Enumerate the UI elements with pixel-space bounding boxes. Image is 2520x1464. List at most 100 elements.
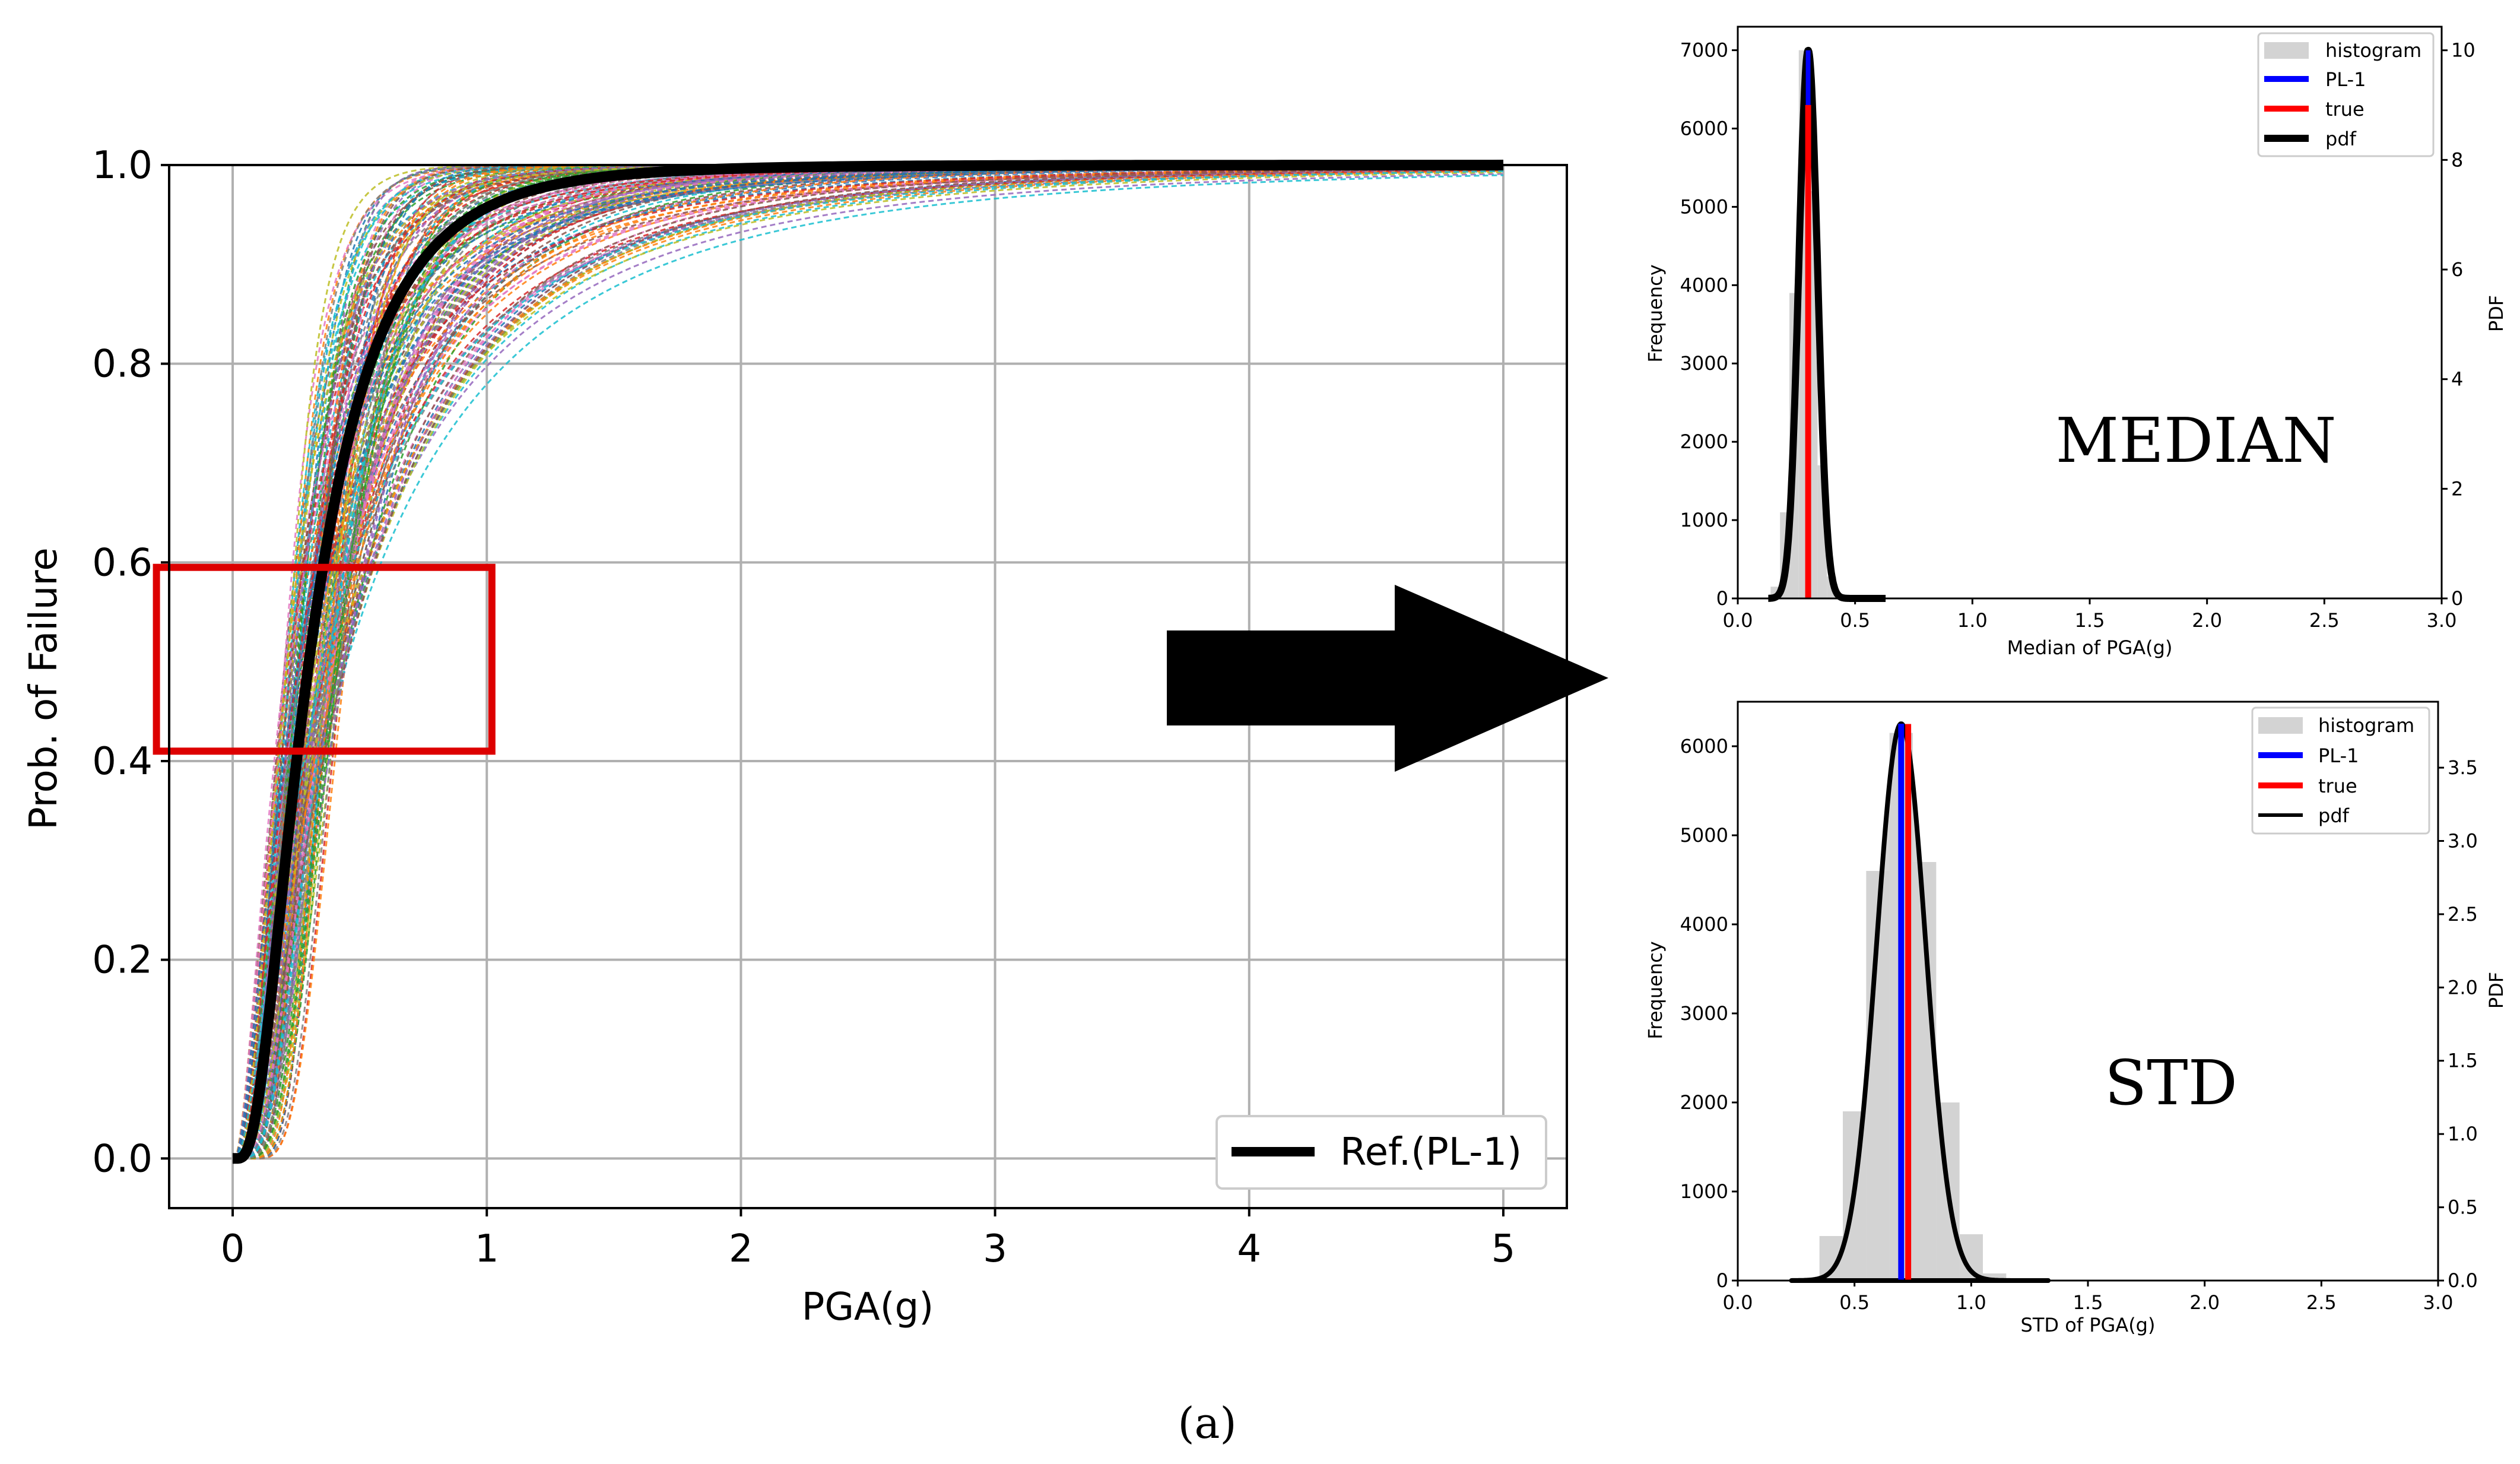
- median-y2-tick-label: 2: [2451, 477, 2463, 500]
- fragility-ensemble-curve: [233, 164, 1503, 1159]
- fragility-grid: [169, 164, 1567, 1208]
- median-legend: histogram PL-1 true pdf: [2257, 32, 2435, 157]
- std-x-tick-label: 1.0: [1956, 1291, 1986, 1314]
- legend-label-ref: Ref.(PL-1): [1340, 1130, 1522, 1174]
- median-x-tick-label: 0.0: [1723, 609, 1753, 632]
- std-y-tick-label: 3000: [1680, 1002, 1728, 1025]
- std-x-tick-label: 3.0: [2423, 1291, 2454, 1314]
- fragility-ensemble-curve: [233, 164, 1504, 1159]
- std-y-tick-label: 1000: [1680, 1180, 1728, 1203]
- std-y-tick-label: 5000: [1680, 824, 1728, 847]
- arrow-right: [1167, 585, 1608, 772]
- fragility-x-tick-label: 2: [729, 1227, 753, 1271]
- std-y2-tick-label: 3.5: [2448, 756, 2478, 779]
- fragility-y-tick-label: 0.2: [92, 939, 153, 983]
- fragility-y-tick-label: 0.6: [92, 541, 153, 585]
- std-x-tick-label: 0.0: [1723, 1291, 1753, 1314]
- std-chart: 0.0 0.5 1.0 1.5 2.0 2.5 3.0 0 1000 2000 3000 4000 5…: [1644, 701, 2508, 1336]
- std-y2-tick-label: 2.0: [2448, 976, 2478, 999]
- median-y-label: Frequency: [1644, 264, 1667, 362]
- median-y-tick-label: 1000: [1680, 509, 1728, 531]
- median-y2-tick-label: 10: [2451, 39, 2475, 62]
- median-y-tick-label: 7000: [1680, 39, 1728, 62]
- std-y2-tick-label: 0.5: [2448, 1196, 2478, 1219]
- median-y-tick-label: 2000: [1680, 430, 1728, 453]
- fragility-y-tick-label: 0.4: [92, 740, 153, 784]
- median-legend-swatch-histogram: [2264, 42, 2309, 59]
- std-y2-ticks: 0.0 0.5 1.0 1.5 2.0 2.5 3.0 3.5: [2438, 756, 2478, 1292]
- median-x-tick-label: 2.0: [2192, 609, 2222, 632]
- median-x-tick-label: 1.0: [1957, 609, 1988, 632]
- median-y-tick-label: 6000: [1680, 117, 1728, 140]
- fragility-y-tick-label: 1.0: [92, 144, 153, 188]
- fragility-chart: 0 1 2 3 4 5 0.0 0.2 0.4 0.6 0.8 1.0 PGA(g) Prob. o…: [22, 144, 1568, 1329]
- median-x-tick-label: 2.5: [2309, 609, 2340, 632]
- median-x-label: Median of PGA(g): [2007, 636, 2173, 659]
- std-annotation: STD: [2105, 1047, 2237, 1119]
- std-y2-tick-label: 1.5: [2448, 1050, 2478, 1072]
- std-y-label: Frequency: [1644, 941, 1667, 1039]
- fragility-y-ticks: 0.0 0.2 0.4 0.6 0.8 1.0: [92, 144, 169, 1181]
- fragility-ensemble-curve: [233, 164, 1503, 1159]
- median-y-tick-label: 0: [1716, 587, 1728, 610]
- std-x-tick-label: 2.0: [2189, 1291, 2220, 1314]
- std-y2-tick-label: 0.0: [2448, 1269, 2478, 1292]
- fragility-ensemble-curve: [233, 164, 1503, 1159]
- median-y2-tick-label: 8: [2451, 148, 2463, 171]
- std-y-ticks: 0 1000 2000 3000 4000 5000 6000: [1680, 735, 1738, 1292]
- median-legend-true: true: [2325, 98, 2365, 121]
- std-legend-pl1: PL-1: [2318, 744, 2359, 767]
- fragility-ensemble-curve: [233, 167, 1504, 1159]
- fragility-ensemble-curve: [233, 169, 1504, 1159]
- fragility-legend: Ref.(PL-1): [1215, 1115, 1547, 1190]
- median-x-tick-label: 1.5: [2075, 609, 2105, 632]
- fragility-x-tick-label: 1: [475, 1227, 499, 1271]
- fragility-x-ticks: 0 1 2 3 4 5: [221, 1208, 1516, 1271]
- fragility-x-tick-label: 5: [1491, 1227, 1516, 1271]
- fragility-ensemble-curve: [233, 167, 1504, 1159]
- std-y-tick-label: 6000: [1680, 735, 1728, 758]
- highlight-box: [153, 563, 496, 755]
- fragility-x-tick-label: 3: [983, 1227, 1007, 1271]
- median-chart: 0.0 0.5 1.0 1.5 2.0 2.5 3.0 0 1000 2000 3000 4000 5…: [1644, 26, 2508, 659]
- fragility-x-label: PGA(g): [802, 1285, 934, 1329]
- median-y2-ticks: 0 2 4 6 8 10: [2442, 39, 2475, 610]
- median-y2-tick-label: 6: [2451, 258, 2463, 281]
- fragility-ensemble-curve: [233, 166, 1504, 1159]
- std-y2-tick-label: 1.0: [2448, 1123, 2478, 1145]
- median-x-tick-label: 3.0: [2427, 609, 2457, 632]
- std-y2-tick-label: 2.5: [2448, 903, 2478, 926]
- std-x-tick-label: 0.5: [1839, 1291, 1870, 1314]
- fragility-ensemble-curve: [233, 164, 1503, 1159]
- median-x-ticks: 0.0 0.5 1.0 1.5 2.0 2.5 3.0: [1723, 598, 2457, 632]
- std-y-tick-label: 0: [1716, 1269, 1728, 1292]
- fragility-ensemble-curve: [233, 164, 1503, 1159]
- median-legend-histogram: histogram: [2325, 39, 2421, 62]
- fragility-ensemble-curve: [233, 164, 1503, 1159]
- median-y2-tick-label: 0: [2451, 587, 2463, 610]
- median-y-tick-label: 5000: [1680, 195, 1728, 218]
- median-legend-pl1: PL-1: [2325, 68, 2366, 91]
- std-legend-pdf: pdf: [2318, 804, 2350, 827]
- std-x-tick-label: 1.5: [2073, 1291, 2103, 1314]
- fragility-ensemble-curve: [233, 167, 1504, 1159]
- median-y-tick-label: 3000: [1680, 352, 1728, 375]
- median-y2-tick-label: 4: [2451, 368, 2463, 391]
- median-legend-pdf: pdf: [2325, 128, 2357, 150]
- median-y-ticks: 0 1000 2000 3000 4000 5000 6000 7000: [1680, 39, 1738, 610]
- median-x-tick-label: 0.5: [1840, 609, 1870, 632]
- std-y2-tick-label: 3.0: [2448, 829, 2478, 852]
- fragility-ensemble-curve: [233, 169, 1504, 1159]
- fragility-x-tick-label: 4: [1237, 1227, 1261, 1271]
- std-legend: histogram PL-1 true pdf: [2251, 706, 2430, 835]
- fragility-x-tick-label: 0: [221, 1227, 245, 1271]
- std-y-tick-label: 4000: [1680, 913, 1728, 936]
- median-annotation: MEDIAN: [2056, 404, 2337, 477]
- median-y-tick-label: 4000: [1680, 274, 1728, 296]
- std-y-tick-label: 2000: [1680, 1091, 1728, 1114]
- std-legend-histogram: histogram: [2318, 714, 2414, 737]
- std-x-label: STD of PGA(g): [2021, 1314, 2156, 1336]
- std-x-tick-label: 2.5: [2306, 1291, 2337, 1314]
- std-x-ticks: 0.0 0.5 1.0 1.5 2.0 2.5 3.0: [1723, 1281, 2454, 1314]
